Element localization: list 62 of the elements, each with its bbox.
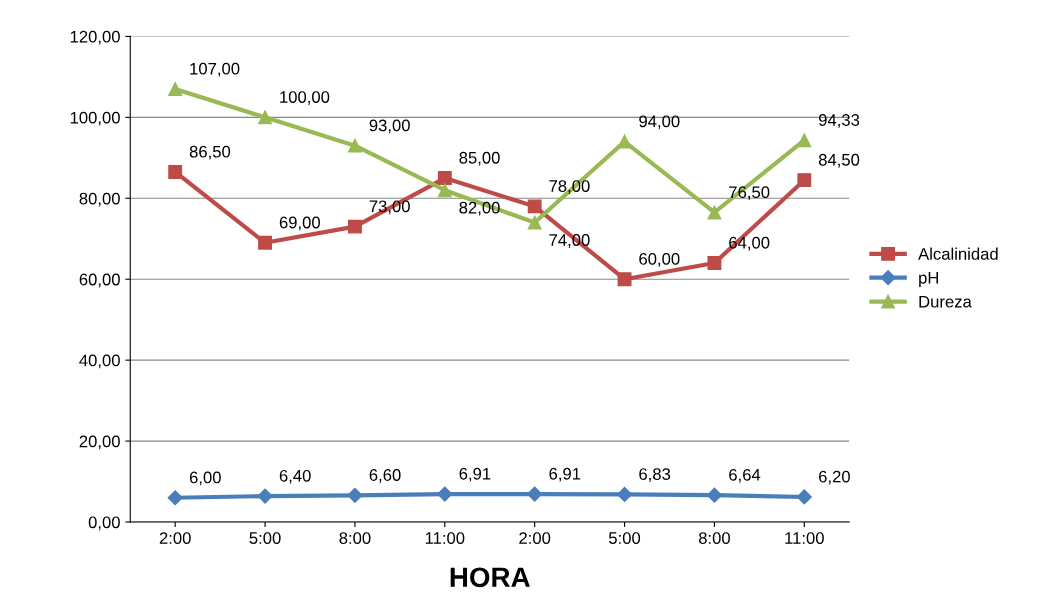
y-tick-label: 60,00 xyxy=(79,273,120,288)
y-tick-label: 80,00 xyxy=(79,192,120,207)
data-label: 94,33 xyxy=(818,114,860,128)
data-label: 6,91 xyxy=(459,467,491,482)
data-label: 6,20 xyxy=(819,470,850,485)
data-label: 85,00 xyxy=(459,151,500,166)
legend-label: Dureza xyxy=(919,295,972,308)
point xyxy=(347,138,362,153)
data-label: 84,50 xyxy=(818,153,860,168)
point xyxy=(617,134,632,149)
data-label: 6,60 xyxy=(369,469,401,483)
y-tick-label: 0,00 xyxy=(88,516,120,531)
data-label: 82,00 xyxy=(459,201,500,216)
point xyxy=(347,487,363,503)
point xyxy=(797,173,812,188)
legend-label: Alcalinidad xyxy=(918,247,998,260)
y-tick-label: 100,00 xyxy=(70,111,120,126)
legend-label: pH xyxy=(919,272,939,287)
y-tick-label: 120,00 xyxy=(70,30,120,45)
point xyxy=(527,199,542,214)
point xyxy=(167,490,183,506)
point xyxy=(168,165,183,179)
y-tick-label: 20,00 xyxy=(79,435,120,450)
data-label: 86,50 xyxy=(189,145,231,160)
data-label: 107,00 xyxy=(190,62,240,77)
data-label: 100,00 xyxy=(280,91,330,105)
data-label: 6,40 xyxy=(279,469,311,484)
point xyxy=(616,486,633,502)
data-label: 93,00 xyxy=(369,119,410,134)
x-axis-title: HORA xyxy=(450,567,530,588)
data-label: 6,00 xyxy=(189,471,221,486)
x-tick-label: 11:00 xyxy=(785,532,824,544)
point xyxy=(258,235,273,250)
point xyxy=(347,219,362,234)
point xyxy=(617,272,632,287)
point xyxy=(437,171,452,185)
point xyxy=(707,205,722,220)
x-tick-label: 2:00 xyxy=(159,532,191,544)
data-label: 6,91 xyxy=(549,467,581,482)
point xyxy=(437,183,452,198)
x-tick-label: 8:00 xyxy=(698,532,730,544)
point xyxy=(796,489,812,505)
x-tick-label: 5:00 xyxy=(249,532,281,544)
data-label: 94,00 xyxy=(639,115,680,130)
y-tick-label: 40,00 xyxy=(79,354,120,369)
point xyxy=(797,133,812,148)
point xyxy=(168,82,183,96)
point xyxy=(706,487,722,503)
point xyxy=(258,110,273,125)
x-tick-label: 5:00 xyxy=(609,532,641,544)
x-tick-label: 11:00 xyxy=(425,532,465,544)
point xyxy=(707,256,722,270)
data-label: 60,00 xyxy=(639,253,680,267)
point xyxy=(437,486,453,502)
data-label: 6,64 xyxy=(729,468,761,483)
point xyxy=(257,488,273,504)
data-label: 6,83 xyxy=(639,468,671,482)
point xyxy=(527,215,542,230)
x-tick-label: 8:00 xyxy=(339,532,371,544)
x-tick-label: 2:00 xyxy=(519,532,551,544)
data-label: 69,00 xyxy=(279,216,320,231)
point xyxy=(527,486,543,502)
